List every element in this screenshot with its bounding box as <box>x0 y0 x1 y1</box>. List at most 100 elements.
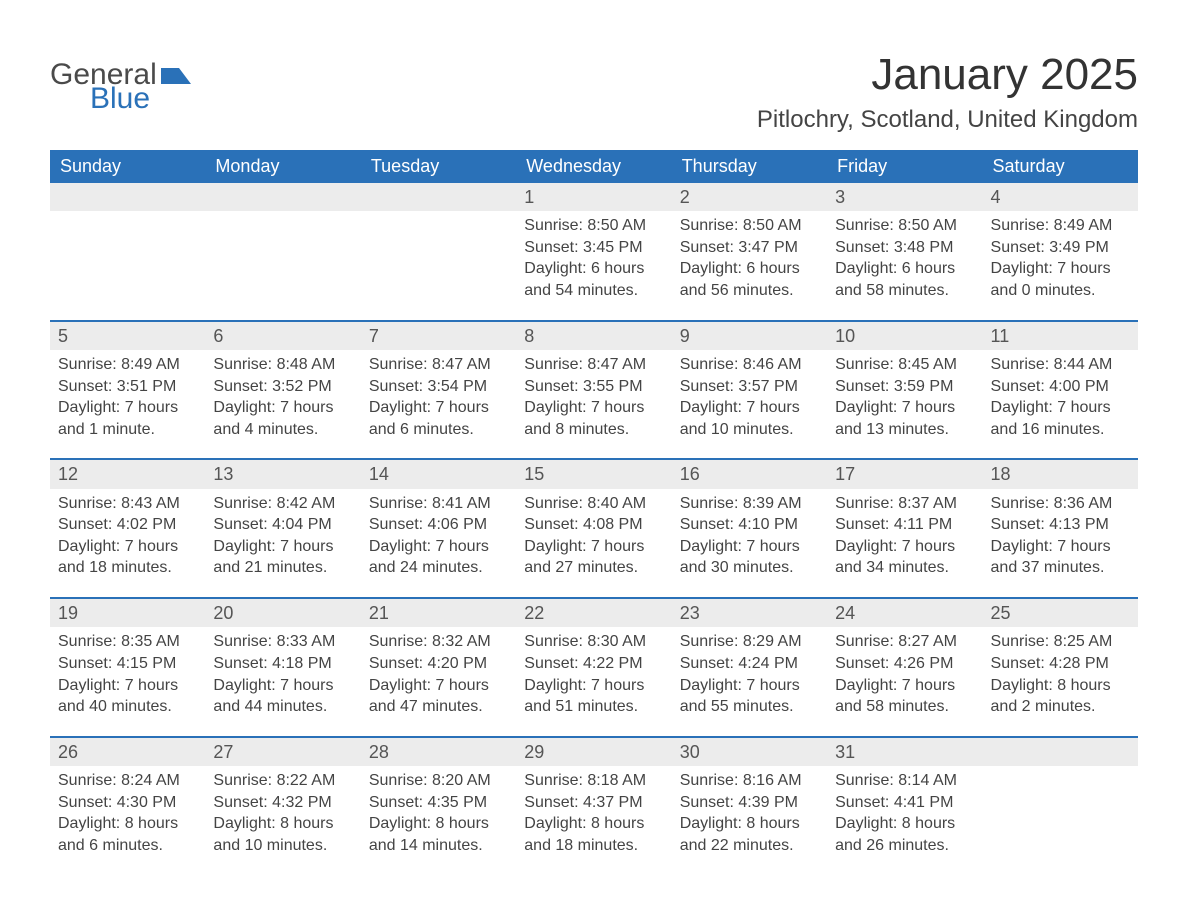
day-body: Sunrise: 8:43 AMSunset: 4:02 PMDaylight:… <box>50 489 205 597</box>
day-sunrise: Sunrise: 8:49 AM <box>991 215 1130 237</box>
day-body: Sunrise: 8:48 AMSunset: 3:52 PMDaylight:… <box>205 350 360 458</box>
calendar-page: General Blue January 2025 Pitlochry, Sco… <box>0 0 1188 914</box>
day-sunrise: Sunrise: 8:16 AM <box>680 770 819 792</box>
day-number: 14 <box>361 460 516 488</box>
weekday-header-row: SundayMondayTuesdayWednesdayThursdayFrid… <box>50 150 1138 183</box>
day-dl1: Daylight: 7 hours <box>213 675 352 697</box>
day-number: 5 <box>50 322 205 350</box>
day-sunset: Sunset: 4:08 PM <box>524 514 663 536</box>
day-sunset: Sunset: 4:04 PM <box>213 514 352 536</box>
day-dl1: Daylight: 8 hours <box>991 675 1130 697</box>
day-dl1: Daylight: 7 hours <box>991 258 1130 280</box>
day-body: Sunrise: 8:49 AMSunset: 3:51 PMDaylight:… <box>50 350 205 458</box>
day-dl2: and 54 minutes. <box>524 280 663 302</box>
day-sunrise: Sunrise: 8:47 AM <box>524 354 663 376</box>
day-body: Sunrise: 8:35 AMSunset: 4:15 PMDaylight:… <box>50 627 205 735</box>
day-sunrise: Sunrise: 8:25 AM <box>991 631 1130 653</box>
day-sunset: Sunset: 4:00 PM <box>991 376 1130 398</box>
weekday-header: Sunday <box>50 150 205 183</box>
day-dl1: Daylight: 7 hours <box>58 397 197 419</box>
day-dl1: Daylight: 7 hours <box>680 675 819 697</box>
logo-text-blue: Blue <box>90 84 191 114</box>
day-dl1: Daylight: 8 hours <box>524 813 663 835</box>
day-body: Sunrise: 8:18 AMSunset: 4:37 PMDaylight:… <box>516 766 671 874</box>
day-number: 21 <box>361 599 516 627</box>
day-number <box>983 738 1138 766</box>
day-number: 25 <box>983 599 1138 627</box>
weekday-header: Wednesday <box>516 150 671 183</box>
day-sunrise: Sunrise: 8:20 AM <box>369 770 508 792</box>
day-sunset: Sunset: 3:49 PM <box>991 237 1130 259</box>
day-cell: 4 Sunrise: 8:49 AMSunset: 3:49 PMDaylight… <box>983 183 1138 320</box>
day-body: Sunrise: 8:41 AMSunset: 4:06 PMDaylight:… <box>361 489 516 597</box>
day-dl1: Daylight: 7 hours <box>680 397 819 419</box>
day-sunset: Sunset: 3:57 PM <box>680 376 819 398</box>
day-sunrise: Sunrise: 8:35 AM <box>58 631 197 653</box>
day-dl1: Daylight: 7 hours <box>835 397 974 419</box>
day-body: Sunrise: 8:40 AMSunset: 4:08 PMDaylight:… <box>516 489 671 597</box>
day-cell: 27Sunrise: 8:22 AMSunset: 4:32 PMDayligh… <box>205 738 360 875</box>
day-sunrise: Sunrise: 8:43 AM <box>58 493 197 515</box>
day-number: 19 <box>50 599 205 627</box>
day-cell: 22Sunrise: 8:30 AMSunset: 4:22 PMDayligh… <box>516 599 671 736</box>
weekday-header: Monday <box>205 150 360 183</box>
day-dl2: and 0 minutes. <box>991 280 1130 302</box>
day-sunset: Sunset: 4:30 PM <box>58 792 197 814</box>
day-cell: 11Sunrise: 8:44 AMSunset: 4:00 PMDayligh… <box>983 322 1138 459</box>
day-sunset: Sunset: 3:45 PM <box>524 237 663 259</box>
day-number: 22 <box>516 599 671 627</box>
day-sunrise: Sunrise: 8:49 AM <box>58 354 197 376</box>
day-number: 9 <box>672 322 827 350</box>
day-dl2: and 10 minutes. <box>680 419 819 441</box>
day-number: 28 <box>361 738 516 766</box>
day-sunrise: Sunrise: 8:18 AM <box>524 770 663 792</box>
day-number: 16 <box>672 460 827 488</box>
day-cell: 26Sunrise: 8:24 AMSunset: 4:30 PMDayligh… <box>50 738 205 875</box>
day-sunrise: Sunrise: 8:42 AM <box>213 493 352 515</box>
day-dl2: and 51 minutes. <box>524 696 663 718</box>
day-body: Sunrise: 8:27 AMSunset: 4:26 PMDaylight:… <box>827 627 982 735</box>
day-number: 2 <box>672 183 827 211</box>
day-sunrise: Sunrise: 8:33 AM <box>213 631 352 653</box>
day-sunset: Sunset: 4:18 PM <box>213 653 352 675</box>
day-number: 30 <box>672 738 827 766</box>
day-sunrise: Sunrise: 8:50 AM <box>835 215 974 237</box>
day-body: Sunrise: 8:14 AMSunset: 4:41 PMDaylight:… <box>827 766 982 874</box>
day-dl2: and 6 minutes. <box>369 419 508 441</box>
day-body: Sunrise: 8:50 AMSunset: 3:47 PMDaylight:… <box>672 211 827 319</box>
day-sunset: Sunset: 4:41 PM <box>835 792 974 814</box>
day-cell: 28Sunrise: 8:20 AMSunset: 4:35 PMDayligh… <box>361 738 516 875</box>
day-number: 3 <box>827 183 982 211</box>
day-number: 4 <box>983 183 1138 211</box>
day-dl1: Daylight: 6 hours <box>835 258 974 280</box>
week-row: 26Sunrise: 8:24 AMSunset: 4:30 PMDayligh… <box>50 736 1138 875</box>
day-dl2: and 16 minutes. <box>991 419 1130 441</box>
day-sunrise: Sunrise: 8:44 AM <box>991 354 1130 376</box>
header: General Blue January 2025 Pitlochry, Sco… <box>50 40 1138 144</box>
day-cell: 8Sunrise: 8:47 AMSunset: 3:55 PMDaylight… <box>516 322 671 459</box>
day-number: 8 <box>516 322 671 350</box>
day-dl2: and 58 minutes. <box>835 280 974 302</box>
day-sunset: Sunset: 4:37 PM <box>524 792 663 814</box>
day-sunrise: Sunrise: 8:27 AM <box>835 631 974 653</box>
day-number: 20 <box>205 599 360 627</box>
day-sunrise: Sunrise: 8:50 AM <box>524 215 663 237</box>
week-row: 1Sunrise: 8:50 AMSunset: 3:45 PMDaylight… <box>50 183 1138 320</box>
day-cell: 29Sunrise: 8:18 AMSunset: 4:37 PMDayligh… <box>516 738 671 875</box>
day-cell: 13Sunrise: 8:42 AMSunset: 4:04 PMDayligh… <box>205 460 360 597</box>
day-sunrise: Sunrise: 8:50 AM <box>680 215 819 237</box>
day-cell: 3Sunrise: 8:50 AMSunset: 3:48 PMDaylight… <box>827 183 982 320</box>
weekday-header: Friday <box>827 150 982 183</box>
title-block: January 2025 Pitlochry, Scotland, United… <box>757 40 1138 144</box>
day-dl2: and 1 minute. <box>58 419 197 441</box>
day-dl1: Daylight: 7 hours <box>524 536 663 558</box>
day-number: 24 <box>827 599 982 627</box>
day-dl1: Daylight: 7 hours <box>58 675 197 697</box>
day-sunrise: Sunrise: 8:29 AM <box>680 631 819 653</box>
day-dl2: and 55 minutes. <box>680 696 819 718</box>
day-dl2: and 34 minutes. <box>835 557 974 579</box>
day-dl1: Daylight: 8 hours <box>58 813 197 835</box>
day-sunset: Sunset: 4:26 PM <box>835 653 974 675</box>
day-dl2: and 8 minutes. <box>524 419 663 441</box>
day-sunrise: Sunrise: 8:48 AM <box>213 354 352 376</box>
